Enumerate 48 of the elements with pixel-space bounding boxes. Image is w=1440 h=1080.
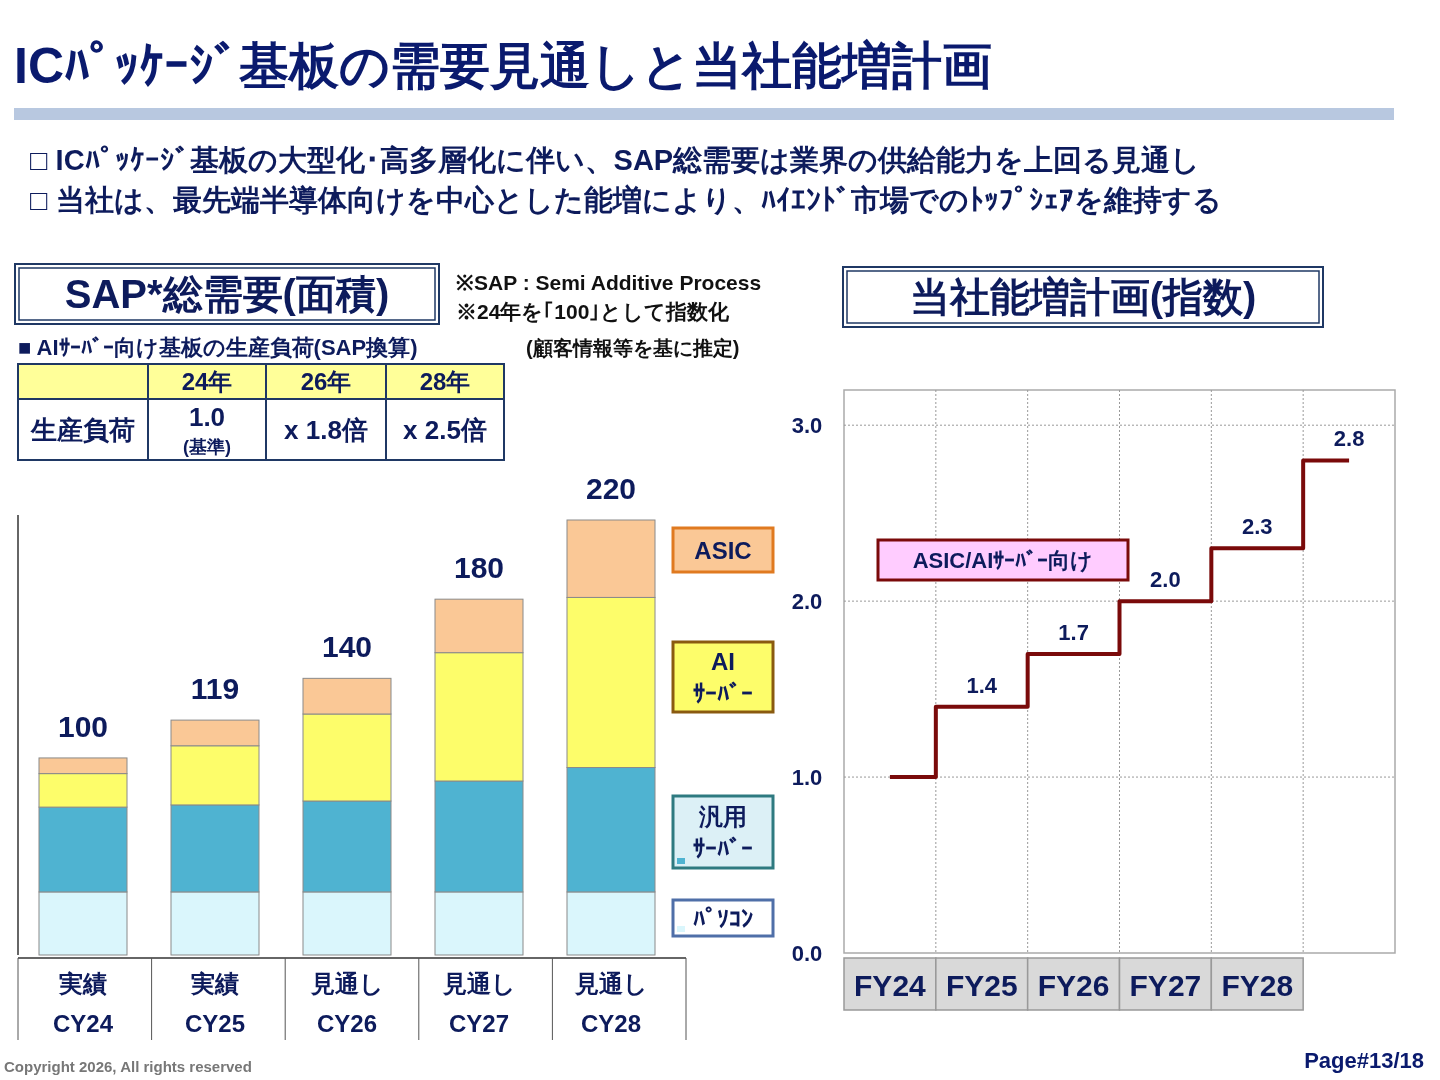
series-label: ASIC/AIｻｰﾊﾞｰ向け: [912, 547, 1094, 573]
data-label: 2.8: [1333, 425, 1365, 451]
text: x 1.8倍: [284, 415, 368, 445]
text: Page#13/18: [1304, 1047, 1424, 1073]
x-tick-label: FY28: [1221, 968, 1294, 1002]
annotation: 119: [190, 671, 240, 705]
data-label: 1.7: [1058, 619, 1089, 645]
series-label: 汎用ｻｰﾊﾞｰ: [693, 802, 753, 862]
x-tick-label: 見通し CY27: [441, 969, 516, 1037]
x-tick-label: FY25: [945, 968, 1018, 1002]
text: ICﾊﾟｯｹｰｼﾞ基板の需要見通しと当社能増計画: [14, 38, 992, 94]
text: (顧客情報等を基に推定): [526, 337, 740, 359]
x-tick-label: 見通し CY28: [573, 969, 648, 1037]
annotation: 180: [453, 550, 505, 584]
series-label: ASIC: [694, 536, 752, 564]
text: 1.0: [188, 402, 226, 432]
y-tick-label: 0.0: [791, 940, 823, 966]
data-label: 2.3: [1241, 513, 1273, 539]
annotation: 220: [585, 471, 637, 505]
x-tick-label: FY24: [854, 968, 927, 1002]
text: ※24年を｢100｣として指数化: [456, 299, 731, 323]
text: ■ AIｻｰﾊﾞｰ向け基板の生産負荷(SAP換算): [18, 334, 418, 360]
chart-title: 当社能増計画(指数): [909, 275, 1257, 319]
y-tick-label: 1.0: [791, 764, 823, 790]
text: 26年: [300, 367, 352, 395]
chart-title: SAP*総需要(面積): [64, 272, 390, 316]
x-tick-label: 実績 CY25: [184, 969, 246, 1037]
text: 28年: [419, 367, 471, 395]
x-tick-label: FY27: [1129, 968, 1202, 1002]
text: □ ICﾊﾟｯｹｰｼﾞ基板の大型化･高多層化に伴い、SAP総需要は業界の供給能力を上回る見通し: [30, 144, 1201, 176]
text: x 2.5倍: [403, 415, 487, 445]
y-tick-label: 2.0: [791, 588, 823, 614]
x-tick-label: 実績 CY24: [52, 969, 114, 1037]
x-tick-label: FY26: [1037, 968, 1110, 1002]
text: (基準): [183, 437, 231, 457]
text: 生産負荷: [30, 415, 135, 445]
legend-label: ﾊﾟｿｺﾝ: [693, 904, 753, 932]
annotation: 140: [321, 629, 373, 663]
text: Copyright 2026, All rights reserved: [4, 1057, 252, 1075]
annotation: 100: [57, 709, 109, 743]
y-tick-label: 3.0: [791, 412, 823, 438]
series-label: AIｻｰﾊﾞｰ: [693, 647, 753, 707]
data-label: 2.0: [1150, 566, 1181, 592]
text: ※SAP : Semi Additive Process: [456, 270, 762, 294]
x-tick-label: 見通し CY26: [309, 969, 384, 1037]
text: □ 当社は、最先端半導体向けを中心とした能増により、ﾊｲｴﾝﾄﾞ市場でのﾄｯﾌﾟｼｪｱを維持する: [30, 184, 1222, 216]
data-label: 1.4: [966, 672, 998, 698]
text: 24年: [181, 367, 233, 395]
